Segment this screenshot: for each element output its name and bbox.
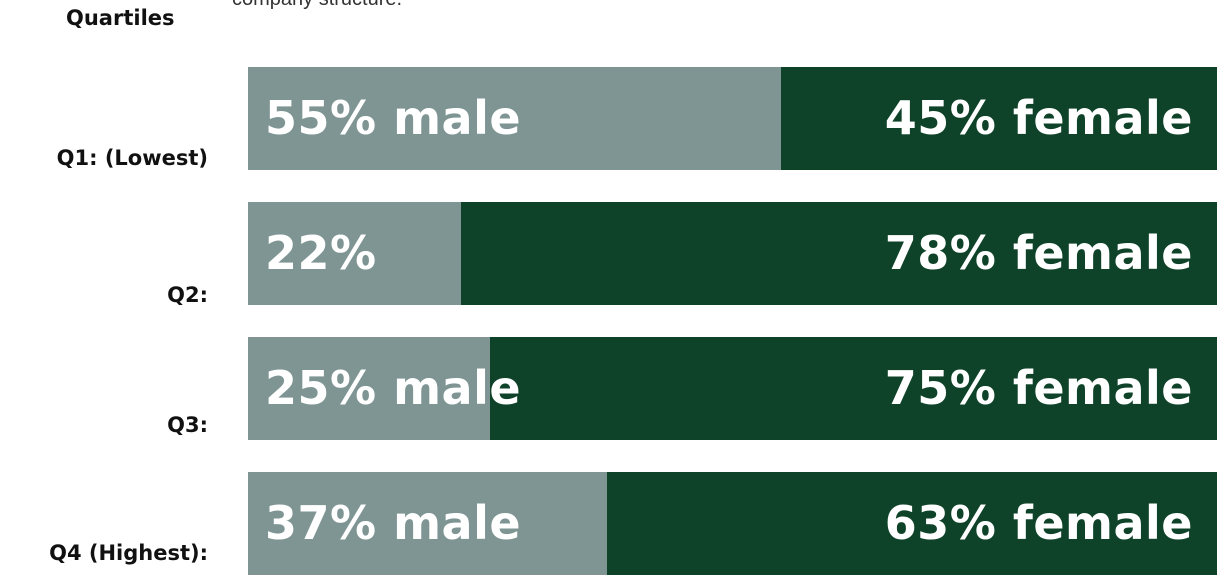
quartile-label: Q1: (Lowest) xyxy=(56,146,208,170)
female-data-label: 78% female xyxy=(884,226,1193,280)
male-data-label: 55% male xyxy=(265,91,522,145)
quartile-label: Q3: xyxy=(167,413,208,437)
male-data-label: 37% male xyxy=(265,496,522,550)
female-bar-segment: 55% male 45% female xyxy=(248,67,1217,170)
male-bar-segment xyxy=(248,67,781,170)
quartile-label: Q4 (Highest): xyxy=(49,541,208,565)
quartiles-header: Quartiles xyxy=(66,6,175,30)
quartile-label: Q2: xyxy=(167,283,208,307)
male-bar-segment xyxy=(248,202,462,305)
male-data-label: 25% male xyxy=(265,361,522,415)
female-data-label: 75% female xyxy=(884,361,1193,415)
female-bar-segment: 22% 78% female xyxy=(248,202,1217,305)
female-data-label: 63% female xyxy=(884,496,1193,550)
male-bar-segment xyxy=(248,472,607,575)
female-data-label: 45% female xyxy=(884,91,1193,145)
intro-text: company structure. xyxy=(232,0,402,11)
male-data-label: 22% xyxy=(265,226,377,280)
female-bar-segment: 37% male 63% female xyxy=(248,472,1217,575)
male-bar-segment xyxy=(248,337,491,440)
female-bar-segment: 25% male 75% female xyxy=(248,337,1217,440)
